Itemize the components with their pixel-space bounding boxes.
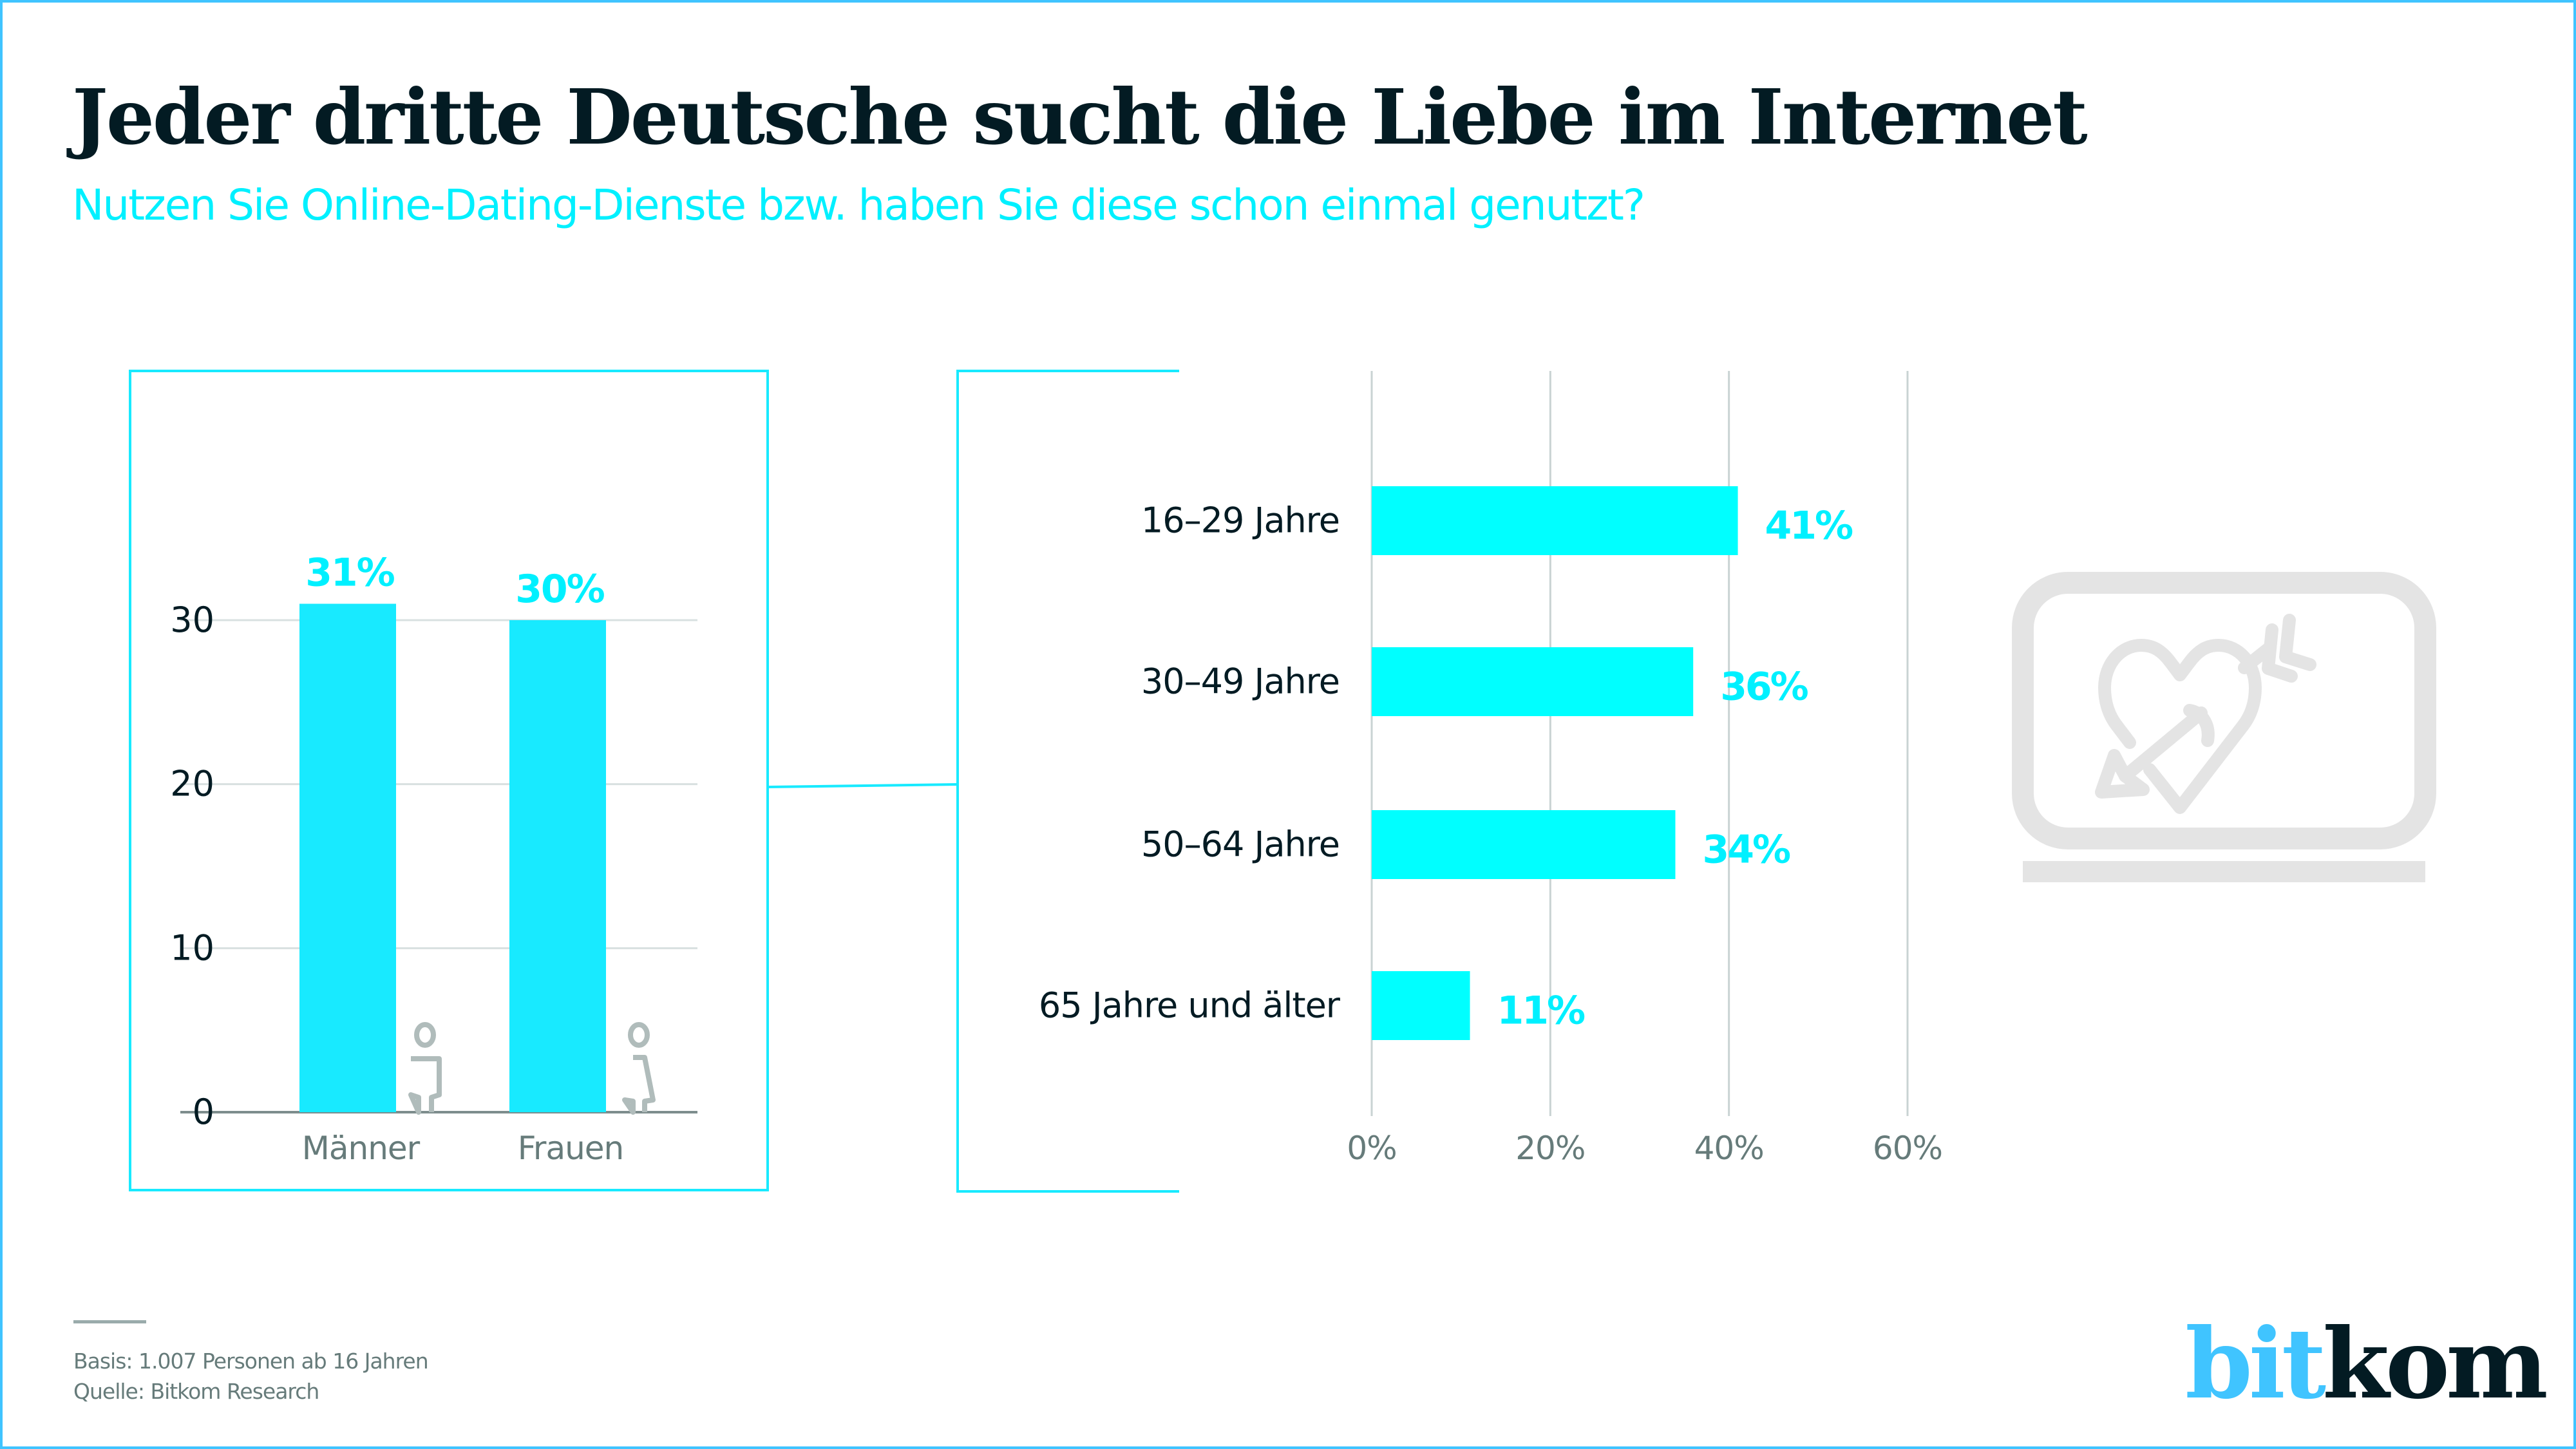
y-tick-label: 30: [170, 600, 214, 640]
panel-connector-line: [768, 783, 958, 788]
bar-age-group: [1372, 486, 1738, 555]
bar-frauen: [509, 620, 606, 1112]
person-body: [408, 1056, 442, 1115]
person-body: [622, 1055, 656, 1115]
bar-age-group: [1372, 810, 1676, 879]
y-tick-label: 10: [170, 927, 214, 968]
x-tick-label: 40%: [1694, 1130, 1764, 1167]
footer-divider: [73, 1320, 146, 1323]
bar-value-label: 36%: [1720, 665, 1808, 710]
bitkom-logo: bitkom: [2185, 1307, 2548, 1421]
female-person-icon: [622, 1022, 656, 1115]
x-category-label: Frauen: [518, 1130, 623, 1167]
chart-subtitle: Nutzen Sie Online-Dating-Dienste bzw. ha…: [72, 180, 1645, 230]
person-head: [414, 1022, 436, 1048]
y-tick-label: 0: [193, 1092, 214, 1132]
age-bar-chart: 0% 20% 40% 60% 16–29 Jahre 41% 30–49 Jahre 36% 5…: [1039, 371, 1943, 1167]
male-person-icon: [408, 1022, 442, 1115]
gender-bar-chart: 0 10 20 30 31% Männer 30% Frauen: [170, 551, 697, 1167]
gender-chart-panel: [129, 370, 769, 1191]
y-category-label: 16–29 Jahre: [1141, 500, 1340, 541]
bar-value-label: 30%: [515, 567, 604, 612]
bar-value-label: 11%: [1497, 989, 1585, 1034]
bar-value-label: 34%: [1702, 828, 1790, 873]
footer-source: Quelle: Bitkom Research: [73, 1379, 319, 1404]
bar-age-group: [1372, 647, 1694, 716]
bar-value-label: 31%: [305, 551, 394, 596]
person-head: [628, 1022, 650, 1048]
laptop-heart-arrow-icon: [2012, 572, 2436, 882]
y-category-label: 65 Jahre und älter: [1039, 985, 1341, 1026]
chart-title: Jeder dritte Deutsche sucht die Liebe im…: [72, 72, 2088, 162]
footer-basis: Basis: 1.007 Personen ab 16 Jahren: [73, 1349, 429, 1374]
logo-part-kom: kom: [2322, 1307, 2548, 1421]
x-category-label: Männer: [302, 1130, 421, 1167]
bar-männer: [299, 603, 396, 1112]
logo-part-bit: bit: [2185, 1307, 2326, 1421]
bar-age-group: [1372, 971, 1470, 1040]
y-category-label: 30–49 Jahre: [1141, 661, 1340, 702]
x-tick-label: 60%: [1873, 1130, 1942, 1167]
x-tick-label: 20%: [1515, 1130, 1585, 1167]
bar-value-label: 41%: [1765, 504, 1853, 549]
y-tick-label: 20: [170, 764, 214, 804]
age-chart-bracket: [956, 370, 1179, 1193]
x-tick-label: 0%: [1347, 1130, 1396, 1167]
footer-notes: Basis: 1.007 Personen ab 16 Jahren Quell…: [73, 1346, 429, 1406]
y-category-label: 50–64 Jahre: [1141, 824, 1340, 865]
